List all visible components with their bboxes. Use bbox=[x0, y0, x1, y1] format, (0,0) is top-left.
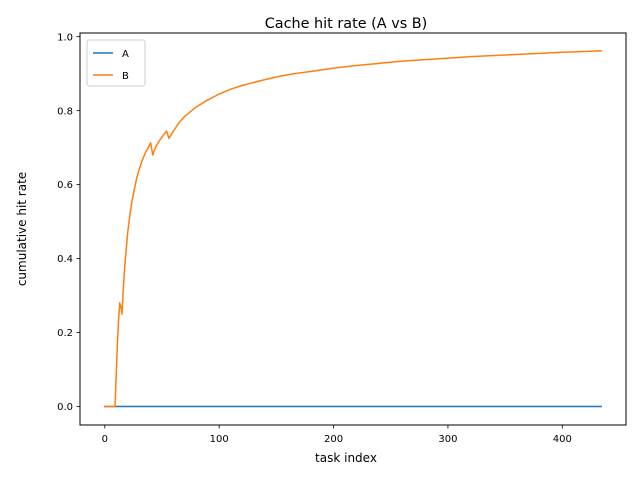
x-tick-label: 300 bbox=[438, 434, 457, 445]
legend-box bbox=[86, 39, 146, 87]
y-tick-label: 0.2 bbox=[57, 328, 73, 339]
y-tick-label: 0.0 bbox=[57, 402, 73, 413]
y-tick-label: 0.6 bbox=[57, 180, 73, 191]
x-tick-label: 200 bbox=[324, 434, 343, 445]
series-line-b bbox=[104, 49, 602, 408]
x-axis: 0 100 200 300 400 bbox=[102, 425, 572, 445]
x-axis-label: task index bbox=[315, 451, 377, 465]
legend: AB bbox=[86, 39, 146, 87]
plot-frame bbox=[79, 32, 627, 426]
y-axis: 0.0 0.2 0.4 0.6 0.8 1.0 bbox=[57, 32, 80, 413]
x-tick-label: 0 bbox=[102, 434, 108, 445]
legend-label-b: B bbox=[122, 71, 129, 82]
chart-title: Cache hit rate (A vs B) bbox=[265, 16, 428, 32]
y-tick-label: 0.4 bbox=[57, 254, 73, 265]
legend-label-a: A bbox=[122, 49, 129, 60]
y-tick-label: 1.0 bbox=[57, 32, 73, 43]
x-tick-label: 400 bbox=[553, 434, 572, 445]
series-layer bbox=[104, 49, 602, 408]
y-axis-label: cumulative hit rate bbox=[15, 172, 29, 286]
x-tick-label: 100 bbox=[210, 434, 229, 445]
y-tick-label: 0.8 bbox=[57, 106, 73, 117]
